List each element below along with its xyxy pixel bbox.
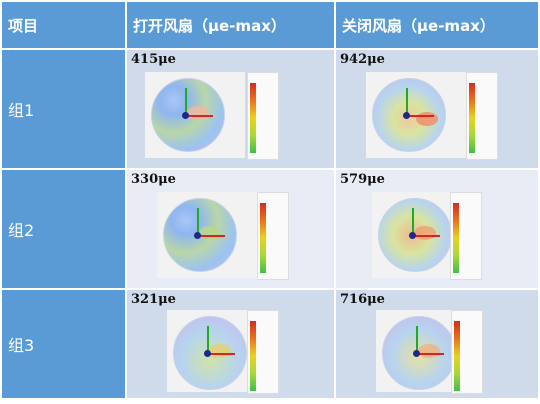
fan-off-cell: 716μe: [334, 288, 540, 400]
color-scale-legend-icon: [451, 310, 483, 394]
color-scale-legend-icon: [450, 192, 482, 280]
fan-off-cell: 579μe: [334, 168, 540, 290]
strain-value: 330μe: [131, 172, 176, 187]
fan-on-cell: 321μe: [125, 288, 336, 400]
strain-value: 942μe: [340, 52, 385, 67]
table-row: 组2 330μe 579μe: [0, 168, 540, 290]
strain-contour-disc-icon: [157, 192, 257, 278]
fan-off-cell: 942μe: [334, 48, 540, 170]
row-label: 组3: [0, 288, 127, 400]
color-scale-legend-icon: [247, 310, 279, 394]
header-row: 项目 打开风扇（μe-max） 关闭风扇（μe-max）: [0, 0, 540, 50]
header-item: 项目: [0, 0, 127, 50]
row-label: 组1: [0, 48, 127, 170]
strain-contour-disc-icon: [366, 72, 466, 158]
strain-value: 321μe: [131, 292, 176, 307]
strain-value: 579μe: [340, 172, 385, 187]
color-scale-legend-icon: [466, 72, 498, 160]
table-row: 组3 321μe 716μe: [0, 288, 540, 400]
table-row: 组1 415μe 942μe: [0, 48, 540, 170]
header-fan-on: 打开风扇（μe-max）: [125, 0, 336, 50]
header-fan-off: 关闭风扇（μe-max）: [334, 0, 540, 50]
strain-contour-disc-icon: [145, 72, 245, 158]
fan-on-cell: 415μe: [125, 48, 336, 170]
color-scale-legend-icon: [247, 72, 279, 160]
color-scale-legend-icon: [257, 192, 289, 280]
strain-value: 415μe: [131, 52, 176, 67]
strain-value: 716μe: [340, 292, 385, 307]
row-label: 组2: [0, 168, 127, 290]
fan-on-cell: 330μe: [125, 168, 336, 290]
